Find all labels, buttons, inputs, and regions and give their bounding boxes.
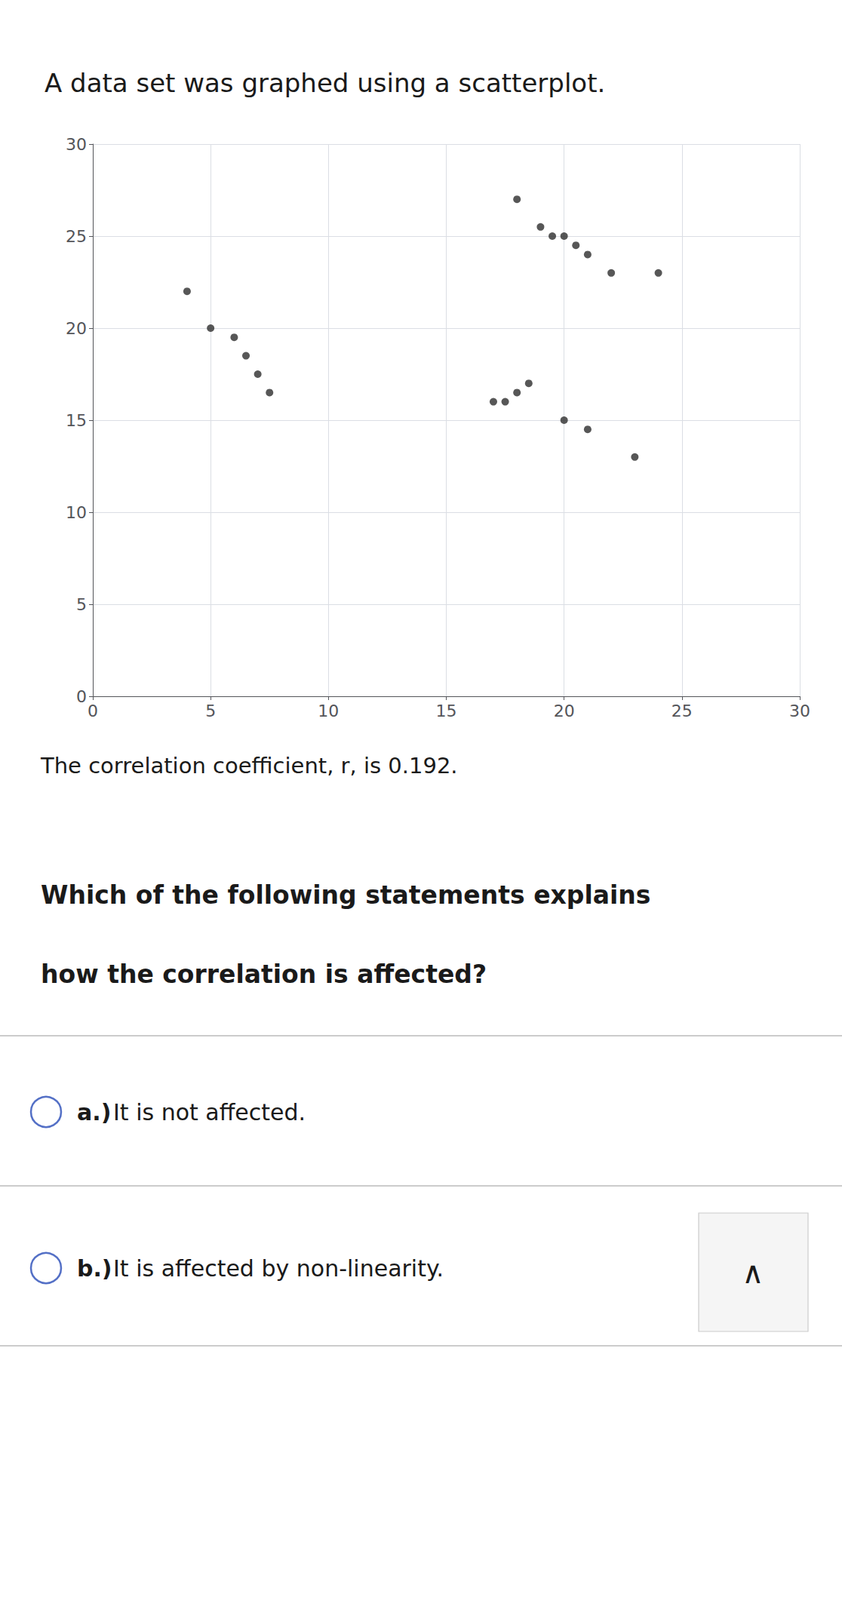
svg-text:20: 20: [65, 319, 87, 339]
svg-text:how the correlation is affecte: how the correlation is affected?: [40, 959, 487, 990]
svg-text:15: 15: [65, 411, 87, 431]
svg-text:25: 25: [671, 701, 693, 721]
svg-text:A data set was graphed using a: A data set was graphed using a scatterpl…: [44, 67, 606, 99]
svg-text:30: 30: [65, 135, 87, 154]
svg-text:It is affected by non-linearit: It is affected by non-linearity.: [113, 1255, 444, 1282]
svg-text:5: 5: [76, 595, 87, 615]
svg-text:0: 0: [87, 701, 99, 721]
svg-text:10: 10: [317, 701, 339, 721]
svg-text:10: 10: [65, 503, 87, 523]
svg-text:a.): a.): [76, 1099, 111, 1126]
svg-text:The correlation coefficient, r: The correlation coefficient, r, is 0.192…: [39, 752, 458, 779]
svg-text:It is not affected.: It is not affected.: [113, 1099, 306, 1126]
svg-text:5: 5: [205, 701, 216, 721]
svg-text:30: 30: [789, 701, 811, 721]
svg-text:15: 15: [436, 701, 458, 721]
svg-text:0: 0: [76, 687, 87, 707]
svg-text:b.): b.): [76, 1255, 113, 1282]
svg-text:20: 20: [553, 701, 575, 721]
svg-text:25: 25: [65, 227, 87, 246]
svg-text:Which of the following stateme: Which of the following statements explai…: [40, 880, 651, 910]
svg-text:∧: ∧: [741, 1255, 764, 1291]
